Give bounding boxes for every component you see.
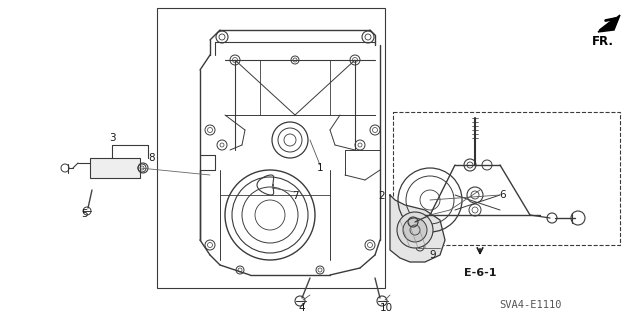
Polygon shape [598, 15, 620, 32]
Text: 8: 8 [148, 153, 156, 163]
Bar [90, 158, 140, 178]
Text: 6: 6 [500, 190, 506, 200]
Polygon shape [390, 195, 445, 262]
Text: 4: 4 [299, 303, 305, 313]
Circle shape [403, 218, 427, 242]
Text: 10: 10 [380, 303, 392, 313]
Bar [157, 8, 385, 288]
Text: FR.: FR. [592, 35, 614, 48]
Text: E-6-1: E-6-1 [464, 268, 496, 278]
Text: 2: 2 [379, 191, 385, 201]
Text: SVA4-E1110: SVA4-E1110 [499, 300, 561, 310]
Text: 1: 1 [317, 163, 323, 173]
Text: 9: 9 [429, 250, 436, 260]
Circle shape [397, 212, 433, 248]
Bar [393, 112, 620, 245]
Text: 5: 5 [81, 209, 87, 219]
Text: 3: 3 [109, 133, 115, 143]
Text: 7: 7 [292, 191, 298, 201]
